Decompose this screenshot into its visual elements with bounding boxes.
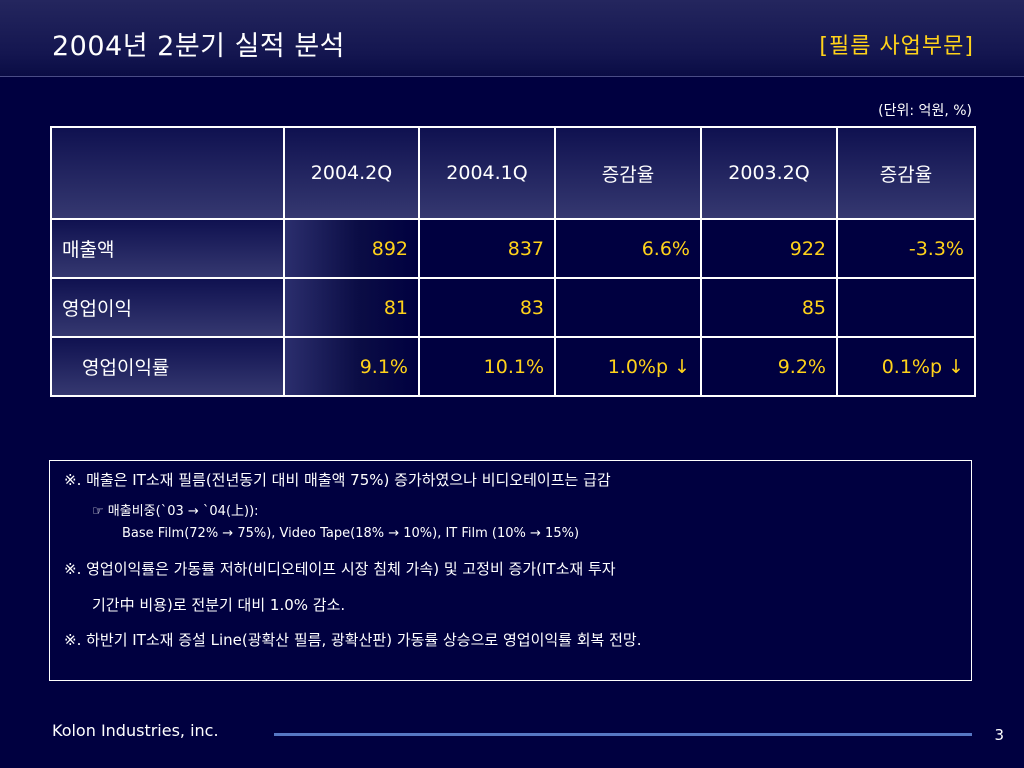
table-cell: 837 (418, 218, 556, 279)
table-cell (554, 277, 702, 338)
notes-box: ※. 매출은 IT소재 필름(전년동기 대비 매출액 75%) 증가하였으나 비… (49, 460, 972, 681)
table-cell: 9.2% (700, 336, 838, 397)
table-cell: 9.1% (283, 336, 420, 397)
table-header-cell: 증감율 (554, 126, 702, 220)
table-cell: 83 (418, 277, 556, 338)
table-row: 영업이익률 9.1% 10.1% 1.0%p ↓ 9.2% 0.1%p ↓ (50, 336, 976, 397)
table-cell: 85 (700, 277, 838, 338)
note-line: Base Film(72% → 75%), Video Tape(18% → 1… (122, 526, 580, 541)
table-cell: 892 (283, 218, 420, 279)
note-line: ☞ 매출비중(`03 → `04(上)): (92, 504, 259, 519)
table-header-cell: 2003.2Q (700, 126, 838, 220)
table-header-row: 2004.2Q 2004.1Q 증감율 2003.2Q 증감율 (50, 126, 976, 220)
page-title: 2004년 2분기 실적 분석 (52, 31, 346, 62)
performance-table: 2004.2Q 2004.1Q 증감율 2003.2Q 증감율 매출액 892 … (50, 126, 976, 397)
table-cell: 10.1% (418, 336, 556, 397)
page-number: 3 (994, 726, 1004, 744)
row-label: 영업이익률 (50, 336, 285, 397)
table-cell: 0.1%p ↓ (836, 336, 976, 397)
row-label: 영업이익 (50, 277, 285, 338)
table-row: 영업이익 81 83 85 (50, 277, 976, 338)
table-cell (836, 277, 976, 338)
table-header-cell: 2004.1Q (418, 126, 556, 220)
note-line: ※. 매출은 IT소재 필름(전년동기 대비 매출액 75%) 증가하였으나 비… (64, 471, 611, 489)
title-bar: 2004년 2분기 실적 분석 [필름 사업부문] (0, 0, 1024, 77)
unit-label: (단위: 억원, %) (878, 103, 972, 119)
table-cell: 1.0%p ↓ (554, 336, 702, 397)
row-label: 매출액 (50, 218, 285, 279)
note-line: 기간中 비용)로 전분기 대비 1.0% 감소. (92, 596, 346, 614)
table-cell: 6.6% (554, 218, 702, 279)
note-line: ※. 영업이익률은 가동률 저하(비디오테이프 시장 침체 가속) 및 고정비 … (64, 560, 616, 578)
table-header-cell: 2004.2Q (283, 126, 420, 220)
company-name: Kolon Industries, inc. (52, 721, 219, 740)
table-cell: -3.3% (836, 218, 976, 279)
table-row: 매출액 892 837 6.6% 922 -3.3% (50, 218, 976, 279)
table-cell: 81 (283, 277, 420, 338)
footer-divider (274, 733, 972, 736)
division-label: [필름 사업부문] (819, 34, 974, 59)
table-header-cell: 증감율 (836, 126, 976, 220)
note-line: ※. 하반기 IT소재 증설 Line(광확산 필름, 광확산판) 가동률 상승… (64, 631, 642, 649)
table-header-corner (50, 126, 285, 220)
table-cell: 922 (700, 218, 838, 279)
